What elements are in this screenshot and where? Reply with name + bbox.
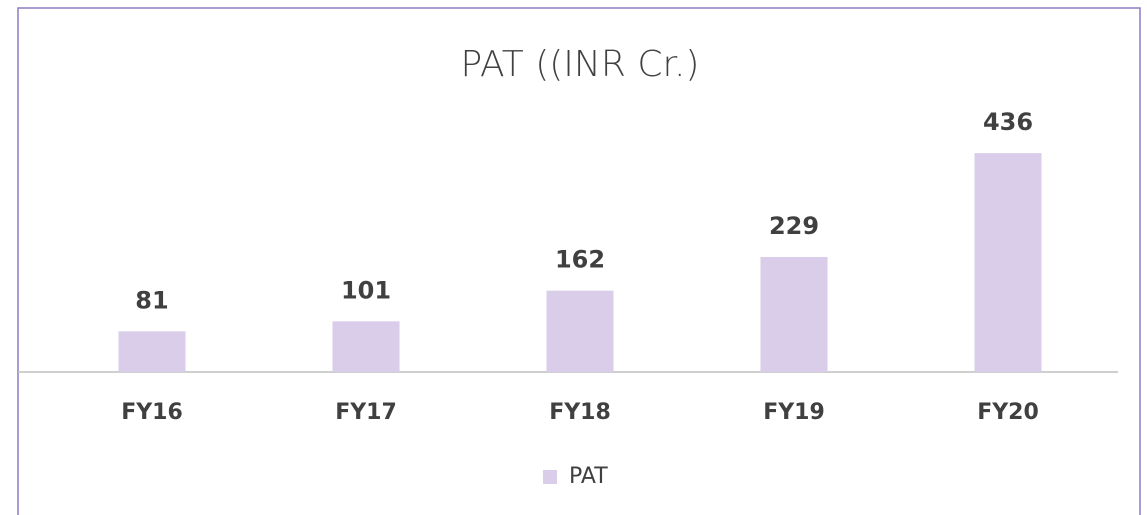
data-label: 436 [983, 108, 1033, 136]
chart-frame [17, 7, 1141, 515]
bar [118, 331, 186, 372]
legend-swatch [543, 470, 557, 484]
bar [760, 257, 828, 372]
x-tick-label: FY20 [977, 400, 1039, 425]
chart-title: PAT ((INR Cr.) [461, 44, 700, 85]
x-tick-label: FY17 [335, 400, 397, 425]
x-tick-label: FY19 [763, 400, 825, 425]
bar [974, 153, 1042, 372]
data-label: 229 [769, 212, 819, 240]
bar [332, 321, 400, 372]
legend-label: PAT [569, 464, 608, 489]
x-tick-label: FY16 [121, 400, 183, 425]
bar [546, 290, 614, 372]
x-tick-label: FY18 [549, 400, 611, 425]
data-label: 101 [341, 276, 391, 304]
data-label: 162 [555, 246, 605, 274]
data-label: 81 [135, 286, 168, 314]
